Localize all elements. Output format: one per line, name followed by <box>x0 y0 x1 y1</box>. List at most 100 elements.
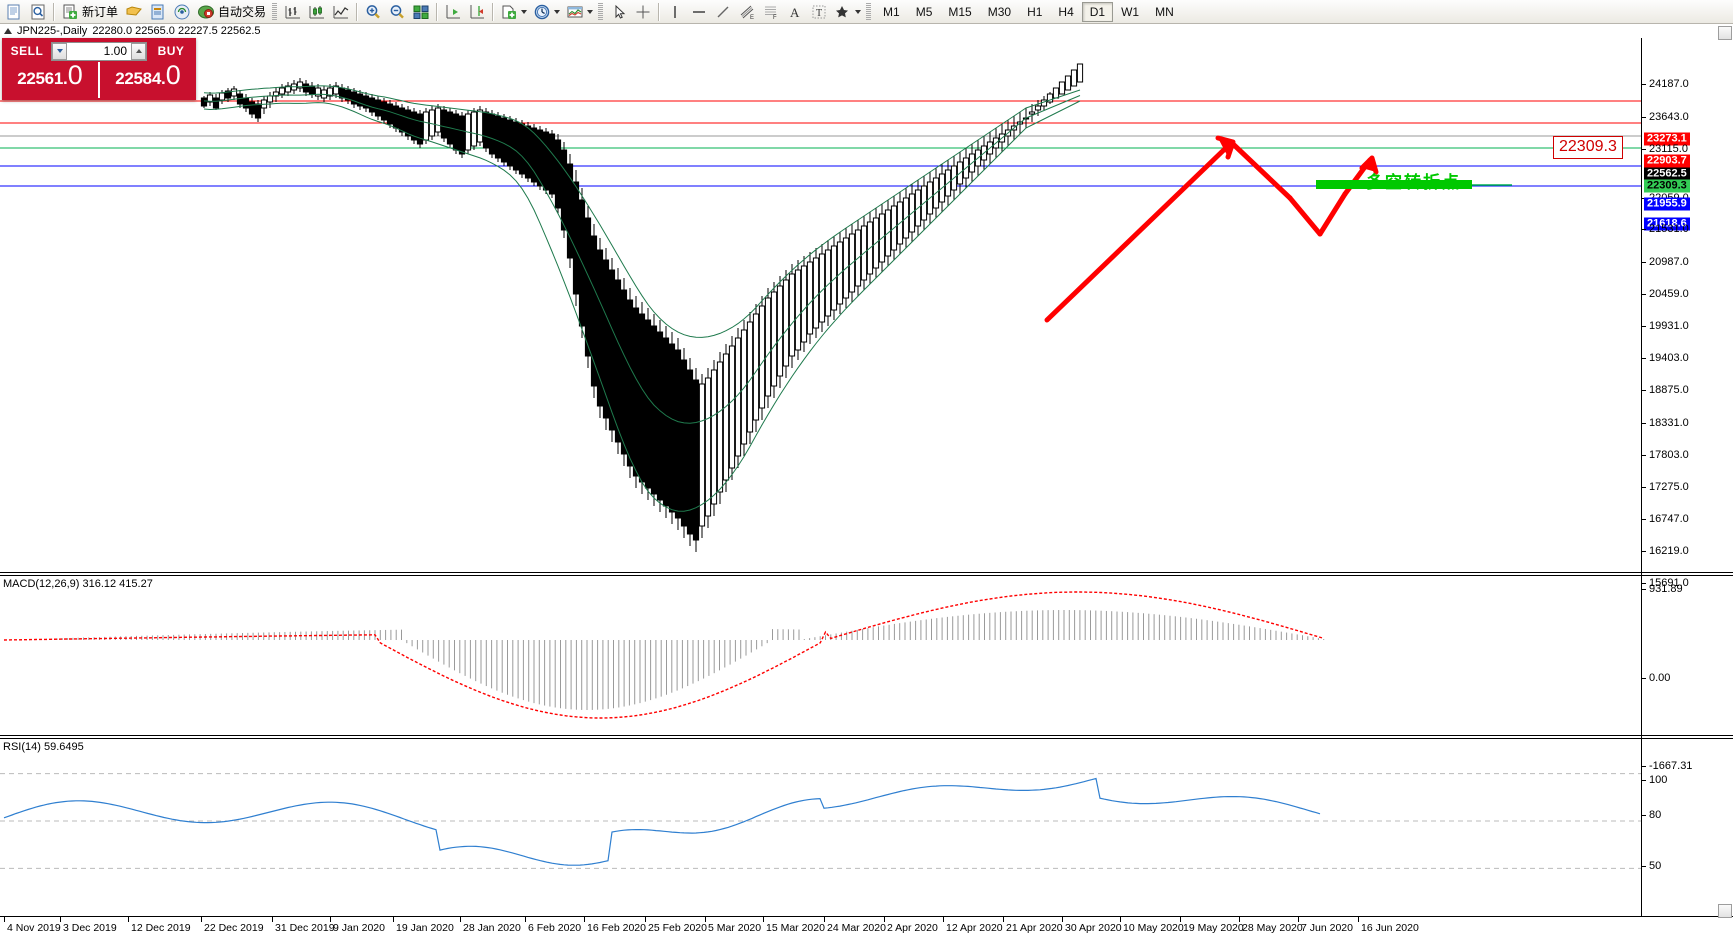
price-level-badge[interactable]: 21955.9 <box>1644 197 1690 211</box>
toolbar-grip[interactable] <box>272 2 278 21</box>
candlestick-chart-icon[interactable] <box>305 1 329 23</box>
date-tick <box>272 917 273 922</box>
charts-tile-icon[interactable] <box>409 1 433 23</box>
buy-price-fraction: 0 <box>165 60 181 90</box>
signals-icon[interactable] <box>170 1 194 23</box>
chevron-down-icon[interactable] <box>855 9 862 14</box>
date-axis[interactable]: 4 Nov 2019 3 Dec 2019 12 Dec 2019 22 Dec 20… <box>0 916 1733 937</box>
vertical-line-tool[interactable] <box>663 1 687 23</box>
axis-tick-label: 80 <box>1649 809 1662 821</box>
timeframe-m5[interactable]: M5 <box>915 4 933 19</box>
indicators-icon[interactable] <box>497 1 530 23</box>
metaeditor-icon[interactable] <box>122 1 146 23</box>
timeframe-m30[interactable]: M30 <box>987 4 1012 19</box>
bar-chart-icon[interactable] <box>281 1 305 23</box>
axis-tick-label: 18875.0 <box>1649 384 1689 396</box>
toolbar-grip[interactable] <box>866 2 872 21</box>
templates-icon[interactable] <box>563 1 596 23</box>
volume-decrement-button[interactable] <box>52 42 67 60</box>
buy-price-button[interactable]: 22584 . 0 <box>100 62 196 98</box>
chart-shift-icon[interactable] <box>465 1 489 23</box>
timeframe-d1[interactable]: D1 <box>1081 1 1114 22</box>
buy-price-dot: . <box>161 69 166 88</box>
fibonacci-tool[interactable]: F <box>759 1 783 23</box>
axis-tick <box>1642 766 1646 767</box>
drawing-layer[interactable] <box>1044 135 1379 323</box>
green-highlight-bar[interactable] <box>1316 180 1472 189</box>
expert-advisors-icon[interactable] <box>146 1 170 23</box>
timeframe-m1[interactable]: M1 <box>883 4 900 19</box>
axis-tick <box>1642 262 1646 263</box>
chevron-down-icon[interactable] <box>554 9 561 14</box>
signal-icon <box>173 3 191 21</box>
scroll-up-button[interactable] <box>1718 26 1732 40</box>
line-chart-icon[interactable] <box>329 1 353 23</box>
timeframe-m15[interactable]: M15 <box>948 4 972 19</box>
equidistant-channel-tool[interactable]: E <box>735 1 759 23</box>
auto-scroll-icon[interactable] <box>441 1 465 23</box>
periods-icon[interactable] <box>530 1 563 23</box>
downtrend-arrow-line-b <box>1287 195 1323 237</box>
vline-icon <box>666 3 684 21</box>
timeframe-w1[interactable]: W1 <box>1121 4 1140 19</box>
axis-tick-label: 100 <box>1649 774 1668 786</box>
horizontal-line-tool[interactable] <box>687 1 711 23</box>
label-tool[interactable]: T <box>807 1 831 23</box>
date-tick-label: 19 Jan 2020 <box>396 922 454 934</box>
axis-tick <box>1642 229 1646 230</box>
date-tick-label: 19 May 2020 <box>1183 922 1244 934</box>
sell-label[interactable]: SELL <box>10 44 44 58</box>
axis-tick-label: 23643.0 <box>1649 111 1689 123</box>
trendline-tool[interactable] <box>711 1 735 23</box>
pane-divider-macd-2 <box>0 575 1733 576</box>
buy-label[interactable]: BUY <box>157 44 185 58</box>
date-tick-label: 12 Apr 2020 <box>946 922 1003 934</box>
axis-tick-label: 23115.0 <box>1649 143 1688 155</box>
autotrading-button[interactable]: 自动交易 <box>194 1 270 23</box>
text-tool[interactable]: A <box>783 1 807 23</box>
zoom-out-icon-glyph <box>388 3 406 21</box>
one-click-trading-panel[interactable]: SELL 1.00 BUY 22561 . 0 22584 . 0 <box>2 38 196 100</box>
axis-tick-label: 931.89 <box>1649 583 1683 595</box>
scroll-down-button[interactable] <box>1718 904 1732 918</box>
date-tick <box>128 917 129 922</box>
chart-canvas[interactable] <box>0 38 1641 916</box>
cursor-tool[interactable] <box>607 1 631 23</box>
timeframe-mn[interactable]: MN <box>1155 4 1174 19</box>
chevron-down-icon[interactable] <box>521 9 528 14</box>
date-tick-label: 9 Jan 2020 <box>333 922 385 934</box>
volume-increment-button[interactable] <box>131 42 146 60</box>
pane-divider-rsi-2 <box>0 738 1733 739</box>
date-tick-label: 22 Dec 2019 <box>204 922 264 934</box>
autotrading-label: 自动交易 <box>218 5 267 19</box>
zoom-in-icon[interactable] <box>361 1 385 23</box>
recovery-arrow-head <box>1359 155 1379 175</box>
oct-header: SELL 1.00 BUY <box>2 38 196 62</box>
chevron-down-icon[interactable] <box>587 9 594 14</box>
price-level-badge[interactable]: 21618.6 <box>1644 217 1690 231</box>
date-tick-label: 3 Dec 2019 <box>63 922 117 934</box>
axis-tick-label: 20459.0 <box>1649 288 1689 300</box>
zoom-out-icon[interactable] <box>385 1 409 23</box>
crosshair-tool[interactable] <box>631 1 655 23</box>
new-chart-icon[interactable] <box>2 1 26 23</box>
price-level-badge[interactable]: 22562.5 <box>1644 167 1690 181</box>
new-order-button[interactable]: 新订单 <box>58 1 122 23</box>
shapes-tool[interactable] <box>831 1 864 23</box>
date-tick-label: 16 Jun 2020 <box>1361 922 1419 934</box>
axis-tick <box>1642 780 1646 781</box>
timeframe-h4[interactable]: H4 <box>1058 4 1074 19</box>
volume-value[interactable]: 1.00 <box>103 43 127 58</box>
sell-price-button[interactable]: 22561 . 0 <box>2 62 100 98</box>
market-watch-icon[interactable] <box>26 1 50 23</box>
volume-input[interactable]: 1.00 <box>51 41 147 61</box>
axis-tick-label: 50 <box>1649 860 1662 872</box>
axis-tick-label: 24187.0 <box>1649 78 1689 90</box>
toolbar-grip[interactable] <box>598 2 604 21</box>
price-level-badge[interactable]: 23273.1 <box>1644 132 1690 146</box>
price-level-badge[interactable]: 22903.7 <box>1644 154 1690 168</box>
price-level-badge[interactable]: 22309.3 <box>1644 179 1690 193</box>
timeframe-h1[interactable]: H1 <box>1027 4 1043 19</box>
chart-collapse-icon[interactable] <box>4 28 12 34</box>
price-axis[interactable]: 24187.0 23643.0 23273.1 23115.0 22903.7 22562… <box>1641 38 1733 918</box>
